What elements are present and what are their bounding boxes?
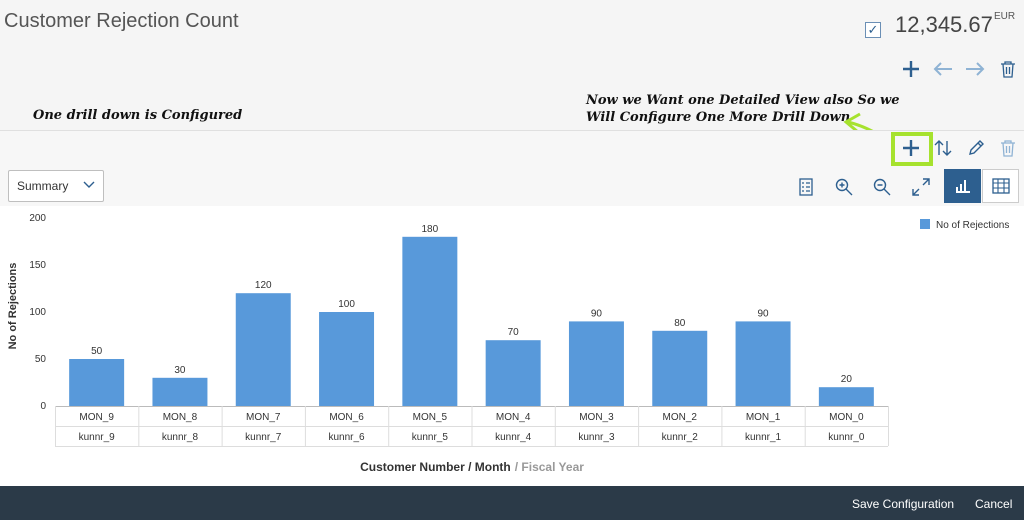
cancel-button[interactable]: Cancel (975, 497, 1013, 511)
x-tick-label: MON_2 (663, 412, 698, 423)
x-axis-label-main: Customer Number / Month (360, 460, 511, 474)
bar[interactable] (735, 321, 791, 406)
data-label: 70 (508, 327, 520, 338)
x-tick-label: MON_7 (246, 412, 281, 423)
chart-view-icon[interactable] (944, 169, 981, 203)
legend-label: No of Rejections (936, 220, 1009, 231)
bar[interactable] (319, 312, 375, 406)
header: Customer Rejection Count ✓ 12,345.67 EUR… (0, 0, 1024, 130)
x-subtick-label: kunnr_7 (245, 432, 282, 443)
legend-icon[interactable] (794, 175, 818, 199)
x-subtick-label: kunnr_2 (662, 432, 699, 443)
data-label: 120 (255, 280, 272, 291)
data-label: 180 (422, 224, 439, 235)
trash-icon[interactable] (997, 58, 1019, 80)
data-label: 90 (591, 308, 603, 319)
x-tick-label: MON_1 (746, 412, 781, 423)
bar[interactable] (652, 330, 708, 406)
data-label: 100 (338, 299, 355, 310)
fullscreen-icon[interactable] (909, 175, 933, 199)
x-subtick-label: kunnr_0 (828, 432, 865, 443)
x-axis-label: Customer Number / Month / Fiscal Year (360, 460, 584, 474)
x-tick-label: MON_8 (163, 412, 198, 423)
arrow-right-icon[interactable] (964, 58, 986, 80)
legend-swatch (920, 219, 930, 229)
arrow-left-icon[interactable] (932, 58, 954, 80)
zoom-out-icon[interactable] (870, 175, 894, 199)
data-label: 50 (91, 346, 103, 357)
table-view-icon[interactable] (982, 169, 1019, 203)
drilldown-toolbar (0, 131, 1024, 206)
x-tick-label: MON_3 (579, 412, 614, 423)
bar[interactable] (69, 359, 125, 406)
bar[interactable] (818, 387, 874, 406)
drilldown-select[interactable]: Summary (8, 170, 104, 202)
bar[interactable] (485, 340, 541, 406)
data-label: 90 (757, 308, 769, 319)
zoom-in-icon[interactable] (832, 175, 856, 199)
y-tick-label: 100 (29, 307, 46, 318)
x-subtick-label: kunnr_4 (495, 432, 532, 443)
annotation-highlight-box (891, 132, 933, 166)
annotation-drilldown-configured: One drill down is Configured (33, 108, 243, 123)
kpi-value: 12,345.67 (895, 12, 993, 37)
x-tick-label: MON_5 (413, 412, 448, 423)
y-tick-label: 50 (35, 354, 47, 365)
bar[interactable] (568, 321, 624, 406)
chevron-down-icon (83, 181, 95, 188)
x-tick-label: MON_4 (496, 412, 531, 423)
add-drilldown-icon[interactable] (900, 137, 922, 159)
x-axis-label-secondary: / Fiscal Year (515, 460, 584, 474)
x-subtick-label: kunnr_5 (412, 432, 449, 443)
sort-icon[interactable] (932, 137, 954, 159)
x-tick-label: MON_9 (79, 412, 114, 423)
kpi-checkbox[interactable]: ✓ (865, 22, 881, 38)
bar-chart: No of Rejections 0 50 100 150 200 50 30 120 100… (7, 213, 1009, 474)
x-tick-label: MON_6 (329, 412, 364, 423)
trash-icon[interactable] (997, 137, 1019, 159)
x-subtick-label: kunnr_1 (745, 432, 782, 443)
y-tick-label: 200 (29, 213, 46, 224)
annotation-detailed-view: Now we Want one Detailed View also So we… (586, 93, 900, 125)
page-title: Customer Rejection Count (4, 10, 239, 32)
add-icon[interactable] (900, 58, 922, 80)
x-subtick-label: kunnr_6 (328, 432, 365, 443)
y-tick-label: 150 (29, 260, 46, 271)
bar[interactable] (235, 293, 291, 406)
data-label: 20 (841, 374, 853, 385)
x-subtick-label: kunnr_3 (578, 432, 615, 443)
section-divider (0, 130, 1024, 131)
pencil-icon[interactable] (965, 137, 987, 159)
y-tick-label: 0 (40, 401, 46, 412)
footer-bar (0, 486, 1024, 520)
data-label: 80 (674, 318, 686, 329)
save-configuration-button[interactable]: Save Configuration (852, 497, 955, 511)
x-subtick-label: kunnr_8 (162, 432, 199, 443)
drilldown-select-value: Summary (17, 179, 69, 193)
y-axis-label: No of Rejections (7, 263, 19, 350)
chart-area: No of Rejections 0 50 100 150 200 50 30 120 100… (0, 206, 1024, 486)
data-label: 30 (174, 365, 186, 376)
x-subtick-label: kunnr_9 (79, 432, 116, 443)
chart-legend: No of Rejections (920, 219, 1009, 231)
bar[interactable] (152, 377, 208, 406)
kpi-unit: EUR (994, 11, 1016, 22)
bar[interactable] (402, 236, 458, 406)
x-tick-label: MON_0 (829, 412, 864, 423)
